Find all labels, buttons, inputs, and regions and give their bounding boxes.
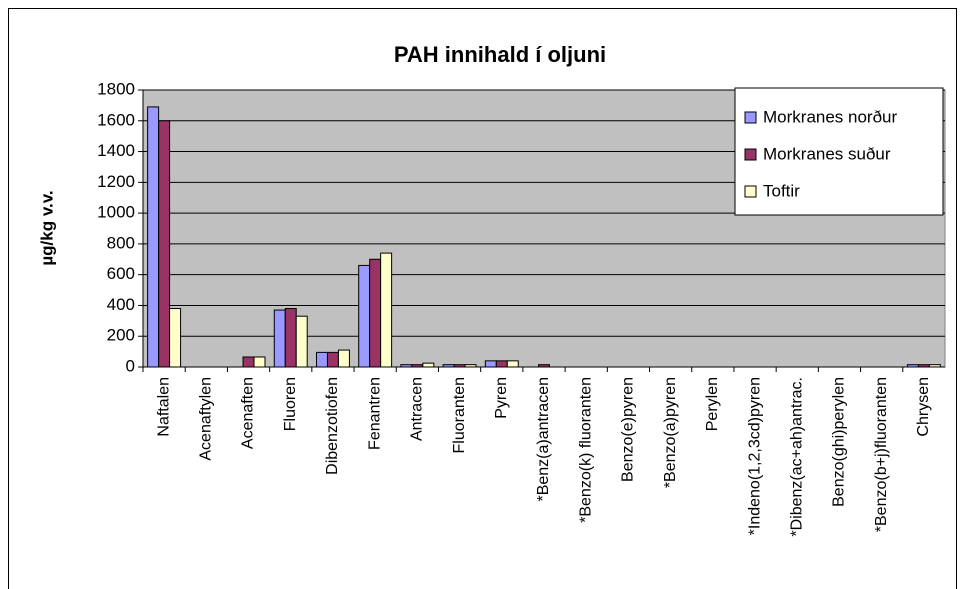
bar bbox=[169, 308, 182, 368]
bar bbox=[242, 356, 255, 368]
bar bbox=[315, 351, 328, 368]
x-tick-label: *Benz(a)antracen bbox=[535, 377, 552, 502]
legend-label: Toftir bbox=[763, 181, 800, 200]
x-tick-label: *Benzo(k) fluoranten bbox=[577, 377, 594, 523]
bar bbox=[158, 120, 171, 368]
bar bbox=[422, 362, 435, 368]
bar bbox=[380, 252, 393, 368]
y-tick-label: 1400 bbox=[97, 141, 135, 160]
bar bbox=[295, 315, 308, 368]
x-tick-label: Chrysen bbox=[915, 377, 932, 437]
y-tick-label: 1600 bbox=[97, 110, 135, 129]
legend-box bbox=[734, 87, 944, 216]
y-axis-label: µg/kg v.v. bbox=[37, 190, 56, 265]
x-tick-label: *Dibenz(ac+ah)antrac. bbox=[788, 377, 805, 537]
chart-title: PAH innihald í oljuni bbox=[394, 42, 606, 67]
x-tick-label: Fluoranten bbox=[451, 377, 468, 454]
x-tick-label: Benzo(e)pyren bbox=[620, 377, 637, 482]
x-tick-label: Perylen bbox=[704, 377, 721, 431]
x-tick-label: *Benzo(b+j)fluoranten bbox=[873, 377, 890, 532]
legend-swatch bbox=[744, 185, 757, 198]
y-tick-label: 0 bbox=[126, 356, 135, 375]
x-tick-label: Dibenzotiofen bbox=[324, 377, 341, 475]
y-tick-label: 600 bbox=[107, 264, 135, 283]
y-tick-label: 800 bbox=[107, 233, 135, 252]
bar bbox=[495, 360, 508, 368]
y-tick-label: 1000 bbox=[97, 203, 135, 222]
x-tick-label: Acenaften bbox=[240, 377, 257, 449]
y-tick-label: 1200 bbox=[97, 172, 135, 191]
x-tick-label: Fenantren bbox=[366, 377, 383, 450]
bar bbox=[337, 349, 350, 368]
legend-swatch bbox=[744, 148, 757, 161]
x-tick-label: Acenaftylen bbox=[198, 377, 215, 461]
bar bbox=[147, 106, 160, 368]
x-tick-label: Fluoren bbox=[282, 377, 299, 431]
y-tick-label: 200 bbox=[107, 326, 135, 345]
x-tick-label: *Benzo(a)pyren bbox=[662, 377, 679, 488]
x-tick-label: Benzo(ghi)perylen bbox=[831, 377, 848, 507]
bar bbox=[273, 309, 286, 368]
x-tick-label: Naftalen bbox=[155, 377, 172, 437]
x-tick-label: *Indeno(1,2,3cd)pyren bbox=[746, 377, 763, 535]
x-tick-label: Pyren bbox=[493, 377, 510, 419]
x-tick-label: Antracen bbox=[409, 377, 426, 441]
bar bbox=[369, 258, 382, 368]
legend-swatch bbox=[744, 111, 757, 124]
legend-label: Morkranes norður bbox=[763, 107, 898, 126]
bar bbox=[284, 308, 297, 368]
legend-label: Morkranes suður bbox=[763, 144, 891, 163]
bar bbox=[358, 264, 371, 368]
y-tick-label: 400 bbox=[107, 295, 135, 314]
bar bbox=[506, 360, 519, 368]
y-tick-label: 1800 bbox=[97, 79, 135, 98]
bar bbox=[253, 356, 266, 368]
bar bbox=[484, 360, 497, 368]
bar bbox=[326, 351, 339, 368]
